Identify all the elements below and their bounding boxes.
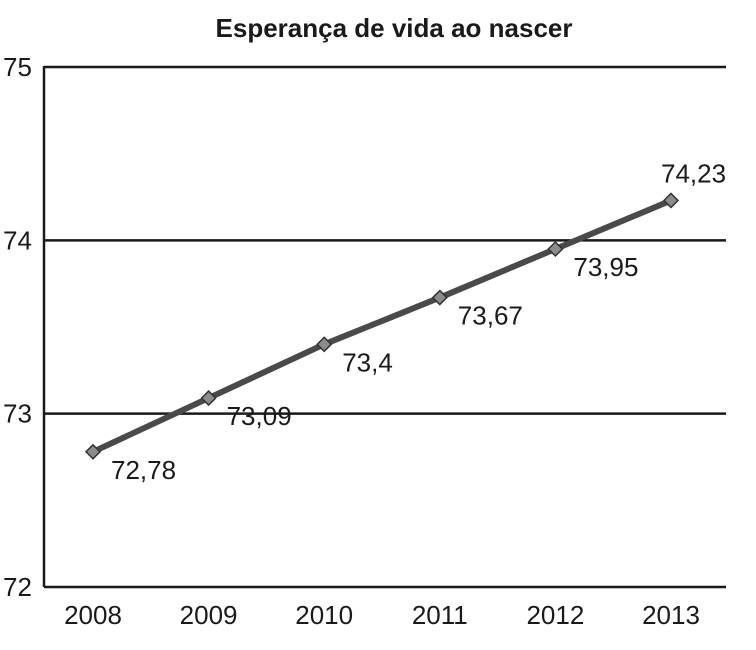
data-label: 73,67 [458,301,523,331]
grid-lines [42,65,726,589]
data-labels: 72,78 73,09 73,4 73,67 73,95 74,23 [111,158,726,484]
data-point-marker [200,390,217,407]
data-label: 73,09 [227,401,292,431]
data-point-marker [431,289,448,306]
data-point-marker [316,336,333,353]
chart-title: Esperança de vida ao nascer [216,13,573,43]
data-point-marker [84,443,102,460]
series-layer [84,192,680,460]
y-tick-label: 72 [3,572,32,602]
x-tick-label: 2008 [64,600,122,630]
x-tick-label: 2011 [412,600,468,630]
data-point-marker [547,240,564,258]
data-label: 74,23 [661,158,726,188]
data-label: 73,4 [342,347,393,377]
y-axis-ticks: 72 73 74 75 [3,52,32,602]
x-tick-label: 2013 [642,600,700,630]
y-tick-label: 73 [3,399,32,429]
x-axis-ticks: 2008 2009 2010 2011 2012 2013 [64,600,700,630]
data-point-marker [662,192,680,209]
x-tick-label: 2010 [295,600,353,630]
x-tick-label: 2009 [180,600,238,630]
x-tick-label: 2012 [526,600,584,630]
y-tick-label: 74 [3,225,32,255]
data-label: 73,95 [573,252,638,282]
series-line [90,197,674,455]
y-tick-label: 75 [3,52,32,82]
data-label: 72,78 [111,455,176,485]
